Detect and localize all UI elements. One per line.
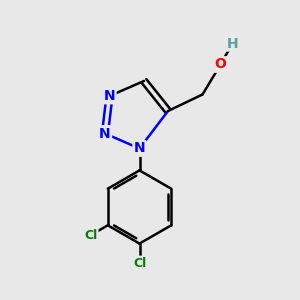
Text: N: N (104, 89, 115, 103)
Text: O: O (214, 58, 226, 71)
Text: Cl: Cl (133, 256, 146, 270)
Text: N: N (99, 127, 111, 140)
Text: Cl: Cl (84, 229, 98, 242)
Text: H: H (227, 37, 238, 50)
Text: N: N (134, 142, 145, 155)
